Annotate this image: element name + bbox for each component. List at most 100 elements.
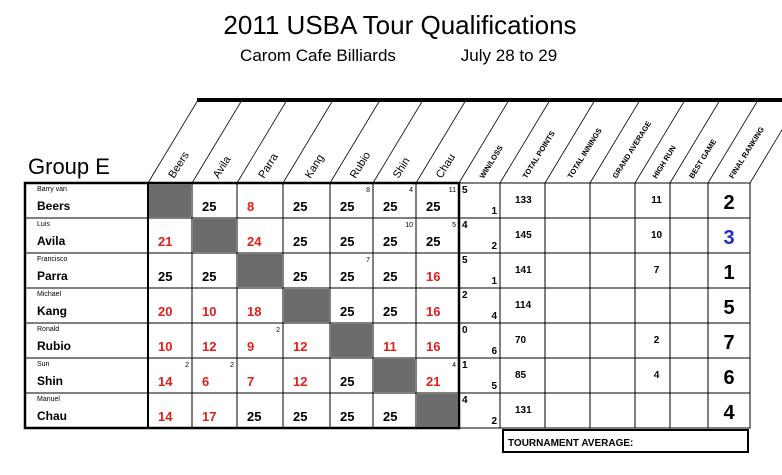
header-divider xyxy=(544,99,596,184)
column-header: Chau xyxy=(434,152,458,181)
final-rank: 5 xyxy=(723,297,734,319)
header-divider xyxy=(147,99,199,184)
column-header: Shin xyxy=(391,156,413,181)
innings-note: 2 xyxy=(276,327,280,334)
last-name: Rubio xyxy=(37,339,71,353)
innings-note: 4 xyxy=(452,362,456,369)
header-divider xyxy=(458,99,510,184)
score: 25 xyxy=(340,374,354,389)
score: 25 xyxy=(340,269,354,284)
footer-label: TOURNAMENT AVERAGE: xyxy=(508,438,633,449)
total-points: 114 xyxy=(515,300,532,311)
diagonal-cell xyxy=(193,219,236,252)
column-header: GRAND AVERAGE xyxy=(611,119,654,180)
wins: 4 xyxy=(462,220,468,231)
score: 12 xyxy=(202,339,216,354)
score: 25 xyxy=(202,199,216,214)
high-run: 11 xyxy=(651,195,662,206)
total-points: 141 xyxy=(515,265,532,276)
footer-box xyxy=(502,429,749,453)
score: 25 xyxy=(340,409,354,424)
innings-note: 4 xyxy=(409,187,413,194)
header-divider xyxy=(329,99,381,184)
header-divider xyxy=(749,129,782,184)
score: 25 xyxy=(293,269,307,284)
losses: 2 xyxy=(491,416,497,427)
last-name: Avila xyxy=(37,234,66,248)
first-name: Ronald xyxy=(37,326,59,333)
diagonal-cell xyxy=(284,289,329,322)
losses: 2 xyxy=(491,241,497,252)
diagonal-cell xyxy=(417,394,458,427)
high-run: 10 xyxy=(651,230,663,241)
score: 10 xyxy=(158,339,172,354)
column-header: FINAL RANKING xyxy=(727,125,766,180)
losses: 5 xyxy=(491,381,497,392)
score: 14 xyxy=(158,409,173,424)
header-divider xyxy=(499,99,551,184)
wins: 5 xyxy=(462,255,468,266)
final-rank: 4 xyxy=(723,402,735,424)
last-name: Parra xyxy=(37,269,68,283)
innings-note: 5 xyxy=(452,222,456,229)
final-rank: 2 xyxy=(723,192,734,214)
header-divider xyxy=(589,99,641,184)
wins: 4 xyxy=(462,395,468,406)
header-divider xyxy=(669,99,721,184)
stats-frame xyxy=(458,182,751,429)
column-header: Avila xyxy=(211,153,234,180)
last-name: Kang xyxy=(37,304,67,318)
high-run: 4 xyxy=(654,370,660,381)
score: 24 xyxy=(247,234,262,249)
score: 25 xyxy=(247,409,261,424)
final-rank: 6 xyxy=(723,367,734,389)
score: 25 xyxy=(340,199,354,214)
score: 12 xyxy=(293,339,307,354)
score: 25 xyxy=(293,234,307,249)
score: 25 xyxy=(383,199,397,214)
score: 11 xyxy=(383,339,397,354)
header-divider xyxy=(372,99,424,184)
score: 16 xyxy=(426,339,440,354)
score: 25 xyxy=(383,234,397,249)
total-points: 70 xyxy=(515,335,527,346)
score: 25 xyxy=(383,304,397,319)
score: 6 xyxy=(202,374,209,389)
first-name: Sun xyxy=(37,361,50,368)
final-rank: 3 xyxy=(723,227,734,249)
title: 2011 USBA Tour Qualifications xyxy=(223,10,576,40)
high-run: 7 xyxy=(654,265,660,276)
column-header: Parra xyxy=(256,151,281,181)
last-name: Chau xyxy=(37,409,67,423)
score: 10 xyxy=(202,304,216,319)
score: 14 xyxy=(158,374,173,389)
losses: 4 xyxy=(491,311,497,322)
score: 25 xyxy=(426,199,440,214)
header-divider xyxy=(191,99,243,184)
score: 9 xyxy=(247,339,254,354)
score: 21 xyxy=(158,234,172,249)
first-name: Francisco xyxy=(37,256,67,263)
score: 16 xyxy=(426,304,440,319)
first-name: Luis xyxy=(37,221,50,228)
score: 25 xyxy=(340,234,354,249)
innings-note: 10 xyxy=(405,222,413,229)
score: 20 xyxy=(158,304,172,319)
score: 17 xyxy=(202,409,216,424)
wins: 5 xyxy=(462,185,468,196)
venue: Carom Cafe Billiards xyxy=(240,46,396,65)
first-name: Michael xyxy=(37,291,62,298)
high-run: 2 xyxy=(654,335,660,346)
final-rank: 1 xyxy=(723,262,734,284)
diagonal-cell xyxy=(238,254,282,287)
total-points: 85 xyxy=(515,370,527,381)
diagonal-cell xyxy=(149,184,191,217)
column-header: WIN/LOSS xyxy=(478,144,505,180)
score: 7 xyxy=(247,374,254,389)
wins: 1 xyxy=(462,360,468,371)
score: 21 xyxy=(426,374,440,389)
total-points: 131 xyxy=(515,405,532,416)
score: 25 xyxy=(426,234,440,249)
header-divider xyxy=(707,99,759,184)
